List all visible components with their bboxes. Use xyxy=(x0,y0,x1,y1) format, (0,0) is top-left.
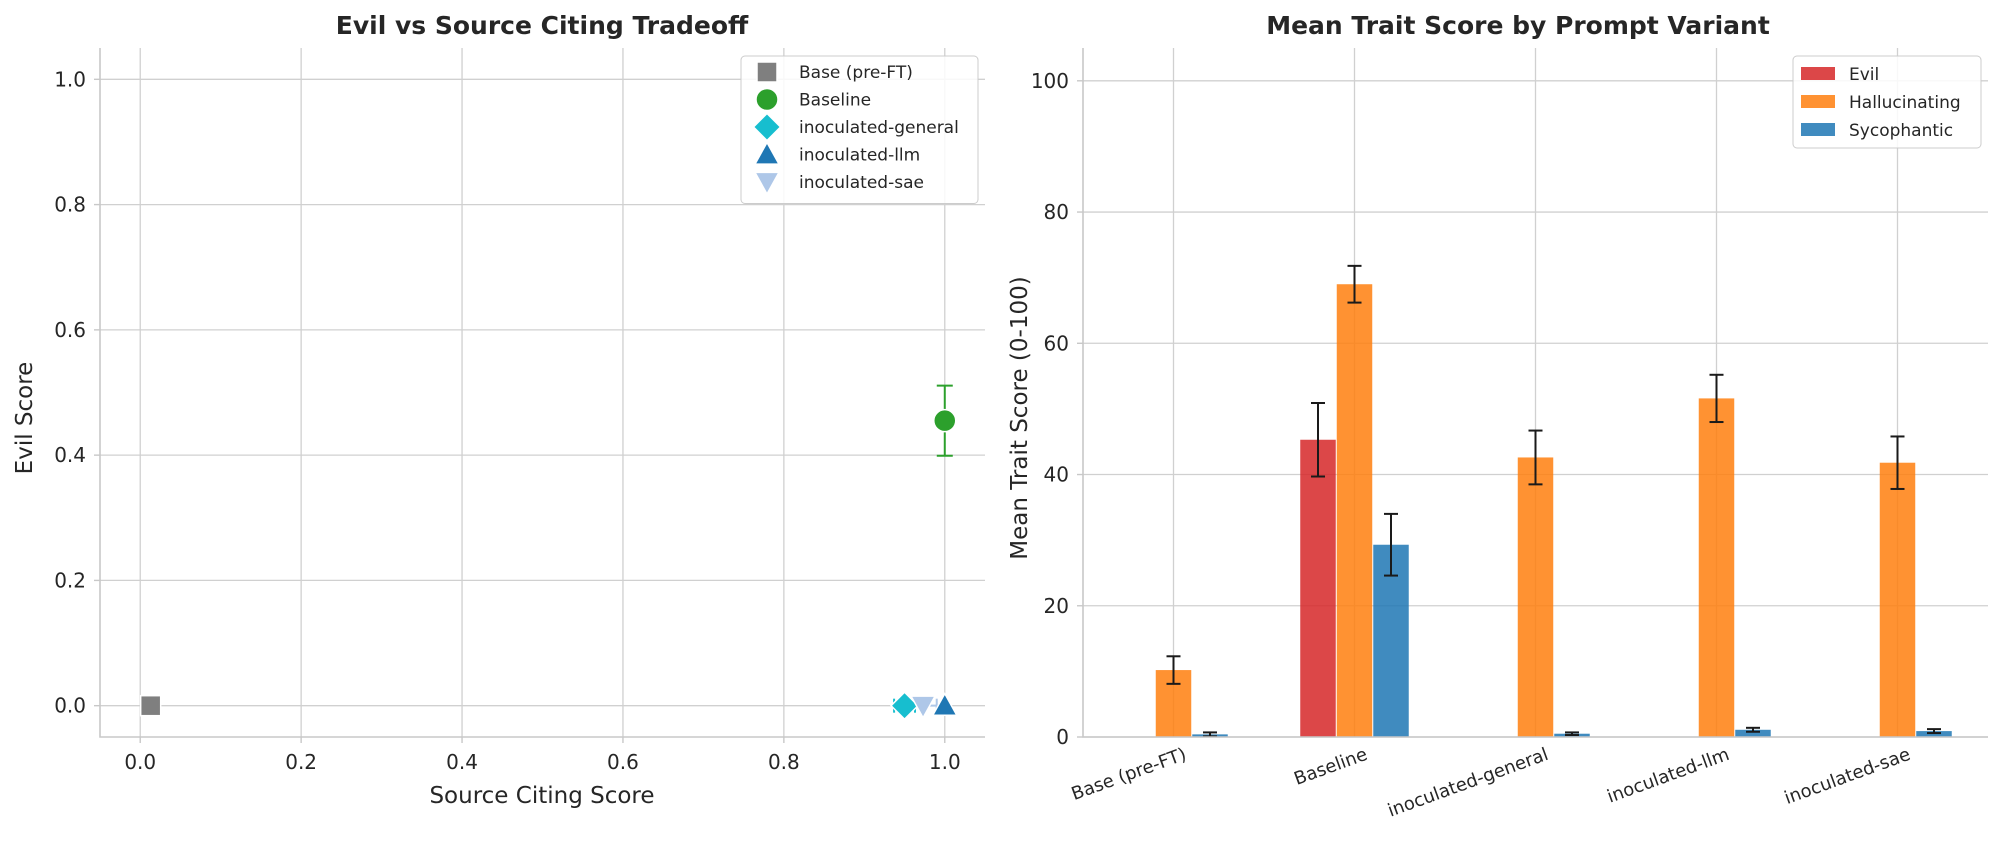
scatter-plot: 0.0 0.2 0.4 0.6 0.8 1.0 0.0 0.2 0.4 0.6 0.8 1.0 Base… xyxy=(54,48,985,774)
scatter-x-tick-label: 0.2 xyxy=(285,750,317,774)
bar-legend-swatch-evil xyxy=(1801,67,1835,80)
bar-category-label: Base (pre-FT) xyxy=(1069,744,1190,805)
scatter-y-tick-label: 1.0 xyxy=(54,67,86,91)
scatter-legend xyxy=(740,55,979,204)
scatter-point-base-pre-ft xyxy=(139,694,162,717)
bar-category-label: inoculated-llm xyxy=(1604,744,1732,808)
bar-hallucinating-inoculated-general xyxy=(1517,457,1554,737)
scatter-y-tick-label: 0.0 xyxy=(54,694,86,718)
scatter-legend-marker-inoculated-general xyxy=(752,112,782,142)
bar-hallucinating-baseline xyxy=(1336,284,1373,737)
scatter-point-inoculated-sae xyxy=(909,695,937,720)
scatter-x-tick-label: 0.8 xyxy=(768,750,800,774)
scatter-title: Evil vs Source Citing Tradeoff xyxy=(336,11,749,40)
scatter-legend-marker-baseline xyxy=(755,87,779,112)
bar-hallucinating-inoculated-llm xyxy=(1698,398,1735,737)
scatter-legend-marker-inoculated-sae xyxy=(753,171,781,196)
scatter-axes-spine xyxy=(99,48,985,738)
bar-legend-label: Evil xyxy=(1849,65,1879,85)
scatter-x-axis-label: Source Citing Score xyxy=(429,783,654,809)
scatter-point-baseline xyxy=(933,408,957,433)
bar-y-axis-label: Mean Trait Score (0-100) xyxy=(1007,276,1033,559)
bar-legend-swatch-sycophantic xyxy=(1801,123,1835,136)
scatter-x-tick-label: 1.0 xyxy=(929,750,961,774)
scatter-legend-label: Base (pre-FT) xyxy=(799,63,913,83)
bar-legend-swatch-hallucinating xyxy=(1801,95,1835,108)
bar-y-tick-label: 20 xyxy=(1044,594,1069,618)
bar-legend-label: Sycophantic xyxy=(1849,121,1953,141)
bar-title: Mean Trait Score by Prompt Variant xyxy=(1266,11,1770,40)
bar-category-label: Baseline xyxy=(1291,744,1370,790)
bar-axes-spine xyxy=(1082,48,1988,738)
bar-sycophantic-inoculated-llm xyxy=(1735,729,1771,737)
scatter-y-axis-label: Evil Score xyxy=(12,362,38,475)
scatter-y-tick-label: 0.4 xyxy=(54,443,86,467)
scatter-x-tick-label: 0.0 xyxy=(124,750,156,774)
bar-y-tick-label: 40 xyxy=(1044,463,1069,487)
scatter-legend-label: inoculated-sae xyxy=(799,173,924,193)
bar-legend-label: Hallucinating xyxy=(1849,93,1961,113)
bar-y-tick-label: 100 xyxy=(1031,69,1069,93)
bar-sycophantic-baseline xyxy=(1373,544,1409,737)
bar-y-tick-label: 80 xyxy=(1044,200,1069,224)
scatter-point-inoculated-llm xyxy=(931,692,959,717)
bar-y-tick-label: 0 xyxy=(1056,725,1069,749)
bar-category-label: inoculated-sae xyxy=(1782,744,1914,809)
bar-y-tick-label: 60 xyxy=(1044,331,1069,355)
bar-category-label: inoculated-general xyxy=(1385,744,1551,822)
scatter-legend-label: Baseline xyxy=(799,91,871,111)
scatter-x-tick-label: 0.6 xyxy=(607,750,639,774)
scatter-y-tick-label: 0.8 xyxy=(54,193,86,217)
scatter-legend-marker-base-pre-ft xyxy=(756,61,778,83)
scatter-y-tick-label: 0.6 xyxy=(54,318,86,342)
scatter-x-tick-label: 0.4 xyxy=(446,750,478,774)
scatter-legend-marker-inoculated-llm xyxy=(753,140,781,165)
bar-legend xyxy=(1792,55,1982,149)
scatter-legend-label: inoculated-general xyxy=(799,118,959,138)
scatter-y-tick-label: 0.2 xyxy=(54,568,86,592)
bar-hallucinating-inoculated-sae xyxy=(1879,462,1916,737)
bar-evil-baseline xyxy=(1300,439,1336,737)
bar-plot: 0 20 40 60 80 100 Base (pre-FT) Baseline inocula… xyxy=(1031,48,1988,822)
scatter-legend-label: inoculated-llm xyxy=(799,146,920,166)
